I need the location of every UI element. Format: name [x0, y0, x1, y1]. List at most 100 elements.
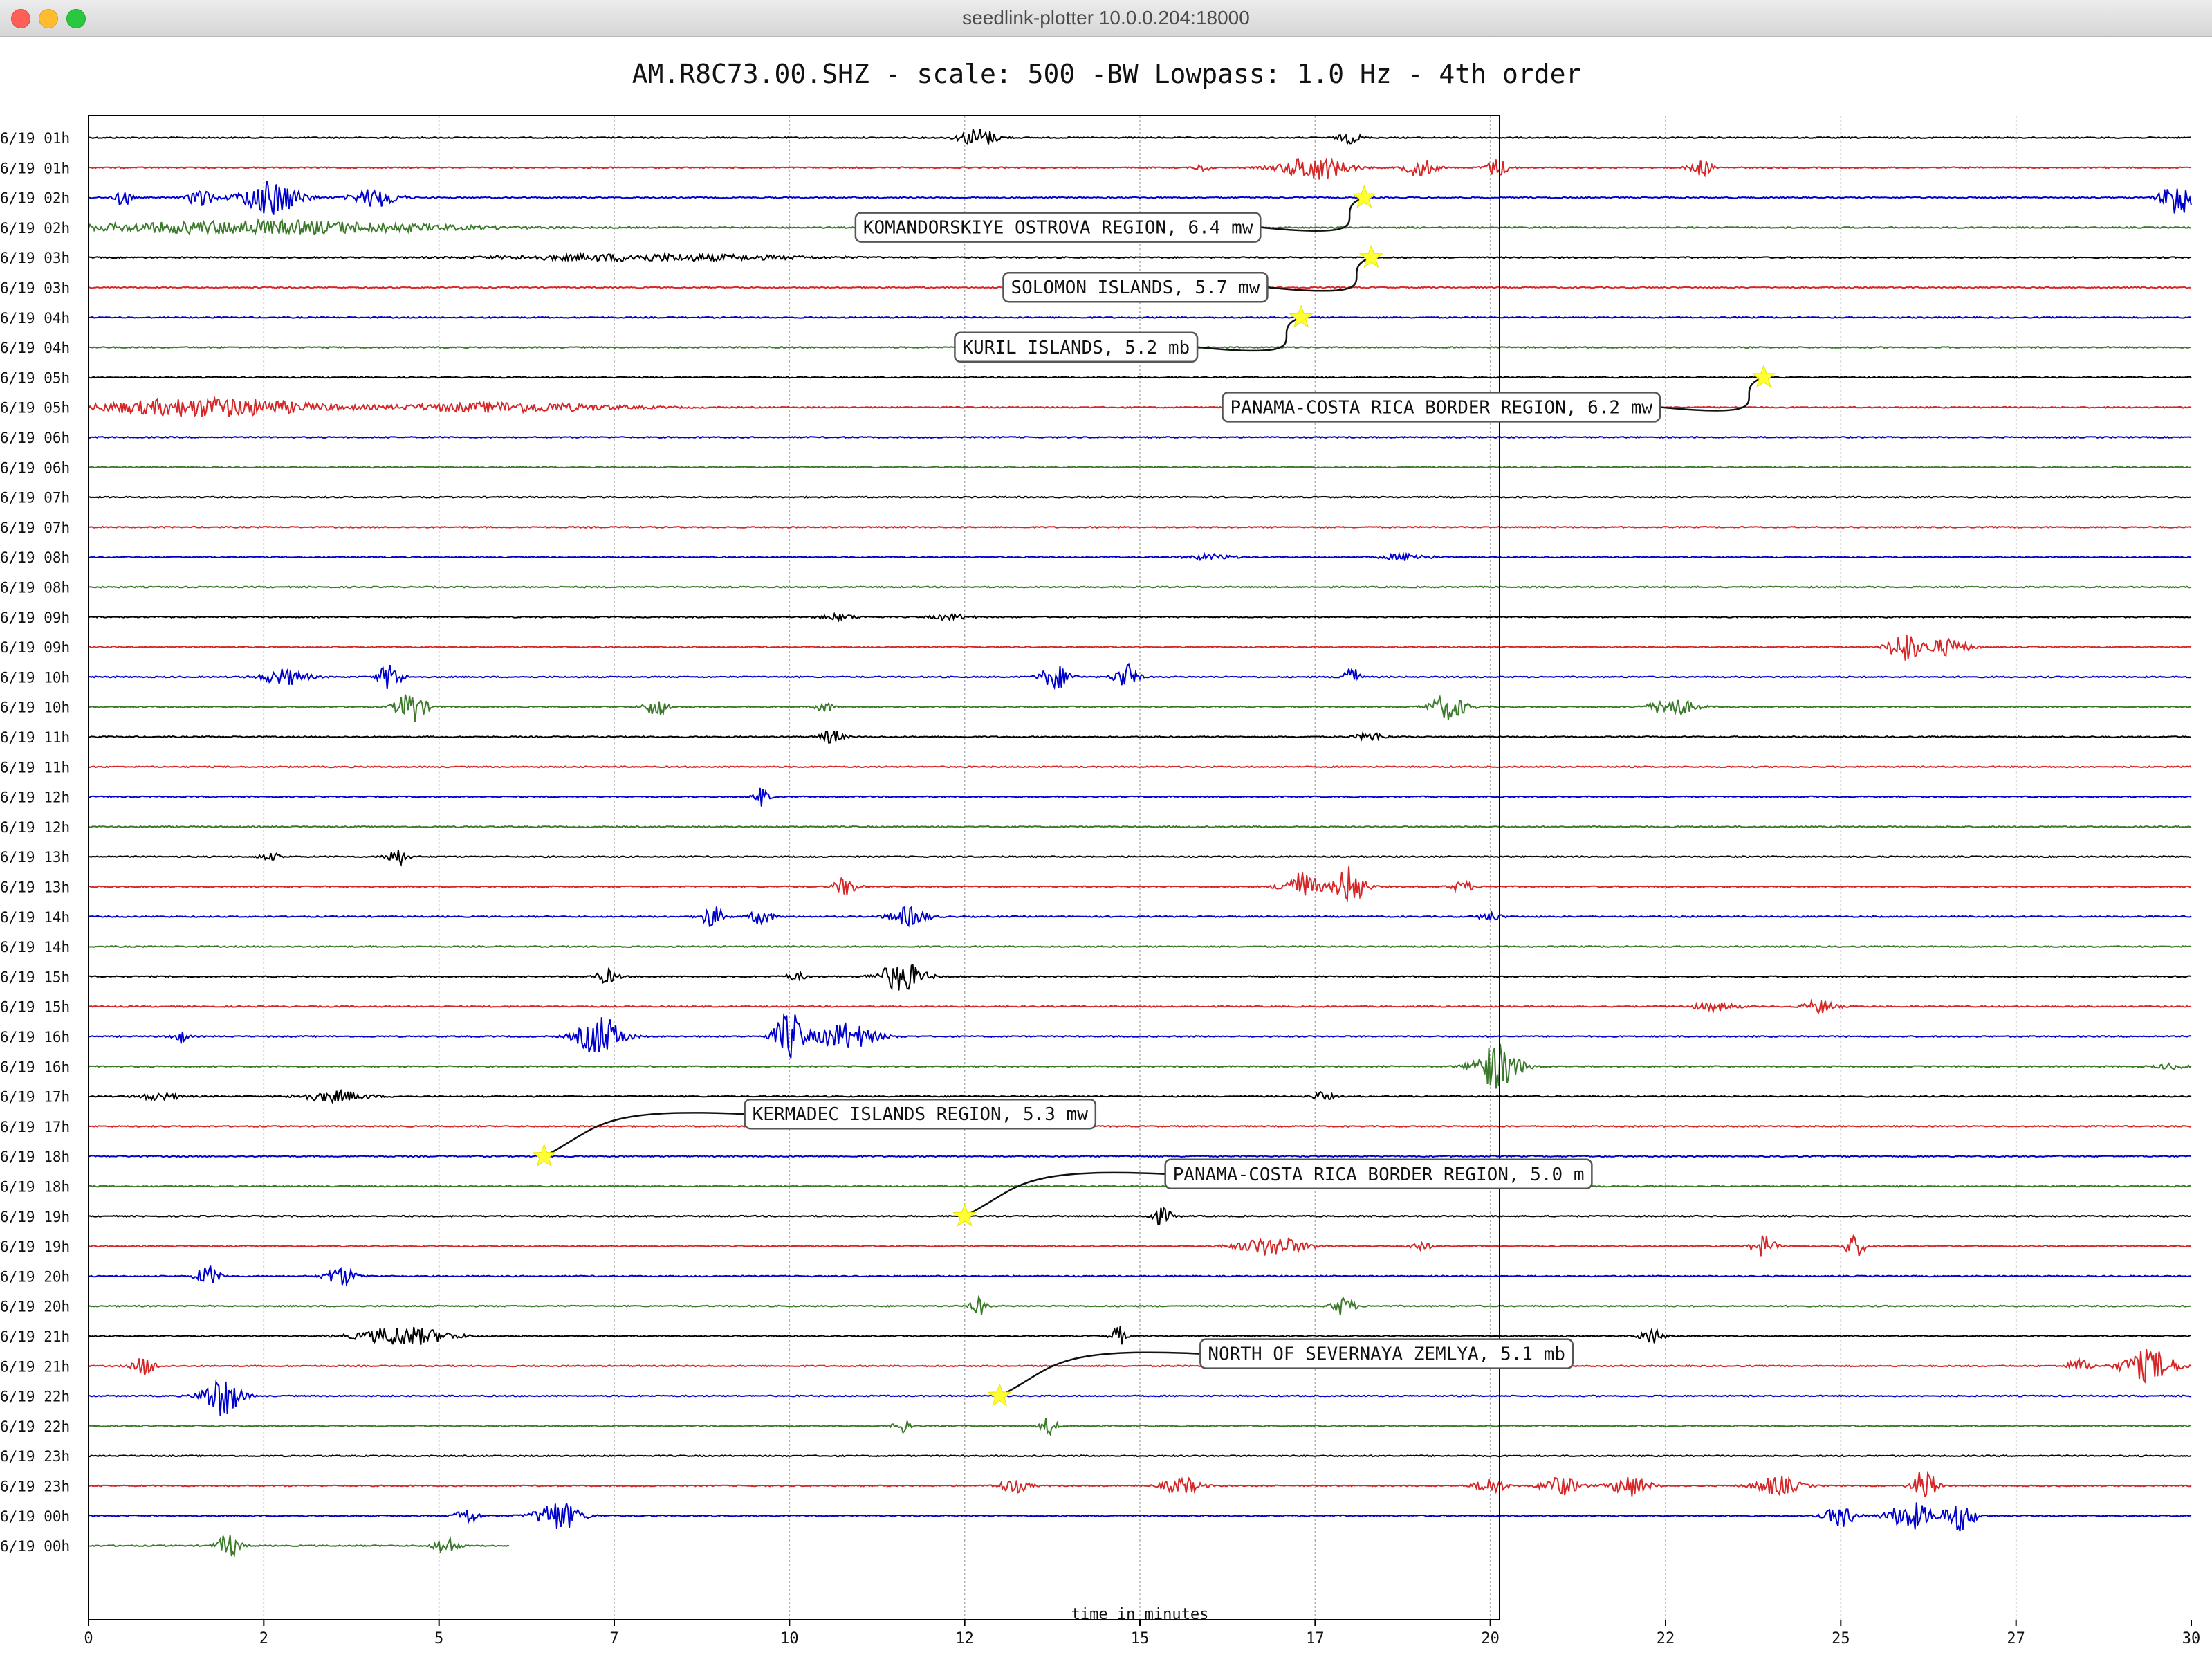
trace-line	[88, 731, 2192, 744]
row-label: 6/19 06h	[0, 430, 70, 446]
event-label-box	[854, 212, 1262, 243]
row-label: 6/19 02h	[0, 220, 70, 237]
trace-line	[88, 634, 2192, 661]
row-label: 6/19 02h	[0, 190, 70, 207]
trace-line	[88, 825, 2192, 829]
row-label: 6/19 07h	[0, 520, 70, 536]
row-label: 6/19 07h	[0, 490, 70, 506]
event-connector	[999, 1351, 1201, 1397]
trace-line	[88, 1417, 2192, 1436]
event-connector	[544, 1112, 745, 1158]
event-label: SOLOMON ISLANDS, 5.7 mw	[1011, 277, 1260, 298]
trace-line	[89, 1380, 2192, 1416]
trace-line	[88, 905, 2192, 928]
trace-line	[88, 1470, 2192, 1498]
trace-line	[88, 964, 2192, 991]
row-label: 6/19 18h	[0, 1149, 70, 1165]
trace-line	[88, 376, 2192, 379]
row-label: 6/19 09h	[0, 639, 70, 656]
x-tick-label: 10	[780, 1630, 799, 1647]
row-label: 6/19 05h	[0, 400, 70, 417]
trace-line	[88, 1295, 2192, 1316]
event-star-marker	[1352, 185, 1376, 208]
helicorder-plot: AM.R8C73.00.SHZ - scale: 500 -BW Lowpass…	[0, 59, 2200, 1647]
event-label-box	[1222, 392, 1661, 423]
row-label: 6/19 01h	[0, 130, 70, 147]
trace-line	[88, 551, 2192, 562]
trace-line	[88, 129, 2192, 146]
trace-line	[88, 316, 2192, 320]
row-label: 6/19 15h	[0, 999, 70, 1016]
trace-line	[88, 866, 2192, 902]
x-tick-label: 0	[84, 1630, 93, 1647]
row-label: 6/19 12h	[0, 789, 70, 806]
event-label-box	[1002, 271, 1269, 303]
event-star-marker	[1289, 304, 1314, 328]
trace-line	[89, 1535, 510, 1557]
event-label-box	[1164, 1158, 1593, 1190]
trace-group	[88, 129, 2192, 1557]
row-label: 6/19 22h	[0, 1389, 70, 1405]
x-tick-label: 2	[259, 1630, 268, 1647]
trace-line	[89, 944, 2192, 949]
row-label: 6/19 20h	[0, 1268, 70, 1285]
row-label: 6/19 11h	[0, 729, 70, 746]
row-label: 6/19 21h	[0, 1358, 70, 1375]
event-label: PANAMA-COSTA RICA BORDER REGION, 6.2 mw	[1231, 397, 1653, 418]
trace-line	[88, 1348, 2192, 1384]
event-label-box	[744, 1098, 1097, 1130]
row-label: 6/19 08h	[0, 580, 70, 596]
row-label: 6/19 17h	[0, 1119, 70, 1135]
zoom-window-button[interactable]	[66, 9, 86, 28]
event-star-marker	[532, 1143, 557, 1167]
x-tick-label: 12	[955, 1630, 974, 1647]
trace-line	[88, 495, 2192, 499]
row-label: 6/19 18h	[0, 1179, 70, 1196]
trace-line	[88, 1124, 2192, 1128]
row-label: 6/19 05h	[0, 369, 70, 386]
event-star-marker	[1358, 244, 1383, 268]
trace-line	[88, 1234, 2192, 1257]
row-label: 6/19 10h	[0, 700, 70, 716]
row-label: 6/19 14h	[0, 909, 70, 926]
trace-line	[88, 1502, 2192, 1532]
x-tick-label: 20	[1481, 1630, 1500, 1647]
trace-line	[88, 1265, 2192, 1287]
window-titlebar[interactable]: seedlink-plotter 10.0.0.204:18000	[0, 0, 2212, 37]
trace-line	[88, 1155, 2192, 1158]
row-label: 6/19 13h	[0, 879, 70, 896]
row-label: 6/19 19h	[0, 1209, 70, 1225]
trace-line	[88, 1088, 2192, 1105]
x-tick-label: 30	[2182, 1630, 2201, 1647]
row-label: 6/19 01h	[0, 160, 70, 176]
trace-line	[88, 787, 2192, 807]
event-label: KOMANDORSKIYE OSTROVA REGION, 6.4 mw	[863, 218, 1253, 239]
row-label: 6/19 00h	[0, 1508, 70, 1525]
close-window-button[interactable]	[11, 9, 30, 28]
row-label: 6/19 22h	[0, 1418, 70, 1435]
row-label: 6/19 16h	[0, 1029, 70, 1045]
row-label: 6/19 12h	[0, 819, 70, 836]
trace-line	[88, 1454, 2192, 1458]
row-label: 6/19 11h	[0, 759, 70, 776]
row-label: 6/19 13h	[0, 849, 70, 866]
event-label: KERMADEC ISLANDS REGION, 5.3 mw	[753, 1104, 1089, 1125]
chart-title: AM.R8C73.00.SHZ - scale: 500 -BW Lowpass…	[632, 59, 1582, 89]
trace-line	[88, 694, 2192, 722]
event-star-marker	[987, 1383, 1012, 1407]
row-label: 6/19 19h	[0, 1238, 70, 1255]
row-label: 6/19 03h	[0, 250, 70, 266]
minimize-window-button[interactable]	[39, 9, 58, 28]
trace-line	[88, 251, 2192, 263]
trace-line	[88, 850, 2192, 867]
trace-line	[88, 765, 2192, 769]
trace-line	[88, 1013, 2192, 1059]
row-label: 6/19 03h	[0, 280, 70, 297]
x-tick-group: 0 2 5 7 10 12 15 17 20 22 25 27 30	[84, 1620, 2200, 1647]
row-label: 6/19 08h	[0, 549, 70, 566]
trace-line	[88, 396, 2192, 417]
window-title: seedlink-plotter 10.0.0.204:18000	[962, 7, 1250, 28]
row-label: 6/19 10h	[0, 669, 70, 686]
plot-frame	[88, 115, 1500, 1620]
event-label-box	[1199, 1338, 1574, 1369]
